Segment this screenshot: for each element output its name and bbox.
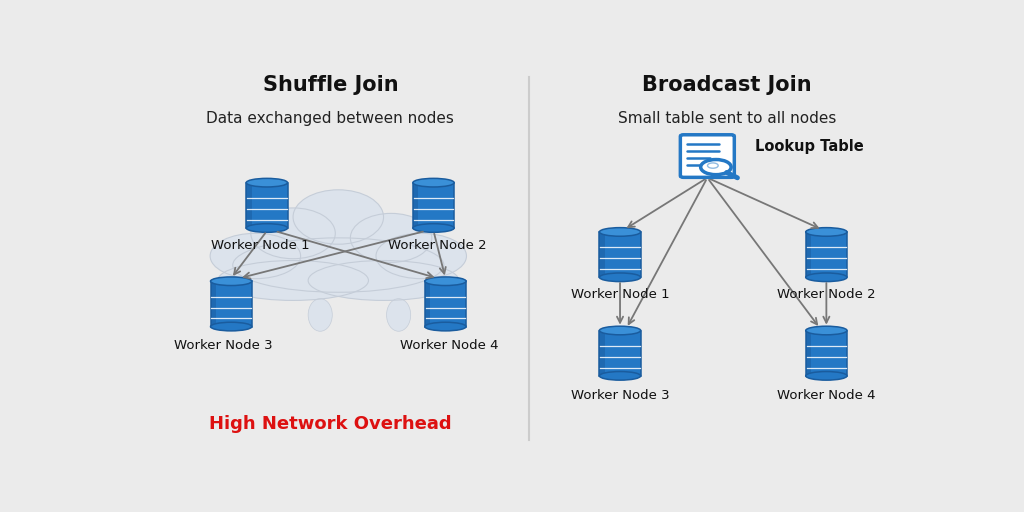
Text: Small table sent to all nodes: Small table sent to all nodes	[617, 111, 837, 126]
Ellipse shape	[232, 238, 443, 292]
Ellipse shape	[425, 322, 466, 331]
Text: Worker Node 3: Worker Node 3	[570, 389, 670, 401]
Text: Worker Node 1: Worker Node 1	[211, 239, 310, 252]
Ellipse shape	[599, 326, 641, 335]
FancyBboxPatch shape	[413, 183, 455, 228]
Ellipse shape	[246, 224, 288, 232]
Text: Shuffle Join: Shuffle Join	[262, 75, 398, 95]
Ellipse shape	[251, 208, 335, 259]
FancyBboxPatch shape	[211, 281, 216, 327]
Text: Worker Node 1: Worker Node 1	[570, 288, 670, 301]
Ellipse shape	[599, 372, 641, 380]
FancyBboxPatch shape	[806, 232, 811, 278]
Text: High Network Overhead: High Network Overhead	[209, 415, 452, 433]
Text: Lookup Table: Lookup Table	[755, 139, 863, 154]
FancyBboxPatch shape	[425, 281, 430, 327]
Circle shape	[700, 160, 731, 175]
Ellipse shape	[806, 273, 847, 282]
Ellipse shape	[211, 322, 252, 331]
Ellipse shape	[806, 228, 847, 236]
Ellipse shape	[376, 233, 467, 279]
Ellipse shape	[246, 178, 288, 187]
Text: Broadcast Join: Broadcast Join	[642, 75, 812, 95]
FancyBboxPatch shape	[680, 135, 734, 177]
Ellipse shape	[308, 261, 459, 301]
Ellipse shape	[211, 277, 252, 286]
FancyBboxPatch shape	[806, 331, 811, 376]
Ellipse shape	[350, 214, 432, 262]
Ellipse shape	[425, 277, 466, 286]
Ellipse shape	[218, 261, 369, 301]
FancyBboxPatch shape	[599, 232, 641, 278]
Ellipse shape	[599, 273, 641, 282]
Ellipse shape	[806, 326, 847, 335]
Ellipse shape	[210, 233, 301, 279]
Text: Worker Node 4: Worker Node 4	[777, 389, 876, 401]
Ellipse shape	[308, 298, 332, 331]
Ellipse shape	[293, 190, 384, 244]
Text: Worker Node 2: Worker Node 2	[777, 288, 876, 301]
Text: Worker Node 2: Worker Node 2	[388, 239, 486, 252]
FancyBboxPatch shape	[211, 281, 252, 327]
Ellipse shape	[806, 372, 847, 380]
Ellipse shape	[413, 178, 455, 187]
Text: Data exchanged between nodes: Data exchanged between nodes	[207, 111, 455, 126]
FancyBboxPatch shape	[599, 232, 605, 278]
FancyBboxPatch shape	[246, 183, 288, 228]
FancyBboxPatch shape	[425, 281, 466, 327]
FancyBboxPatch shape	[806, 331, 847, 376]
FancyBboxPatch shape	[413, 183, 418, 228]
Text: Worker Node 3: Worker Node 3	[174, 339, 272, 352]
Ellipse shape	[386, 298, 411, 331]
Ellipse shape	[413, 224, 455, 232]
FancyBboxPatch shape	[806, 232, 847, 278]
FancyBboxPatch shape	[246, 183, 252, 228]
FancyBboxPatch shape	[599, 331, 641, 376]
Ellipse shape	[599, 228, 641, 236]
FancyBboxPatch shape	[599, 331, 605, 376]
Text: Worker Node 4: Worker Node 4	[400, 339, 499, 352]
